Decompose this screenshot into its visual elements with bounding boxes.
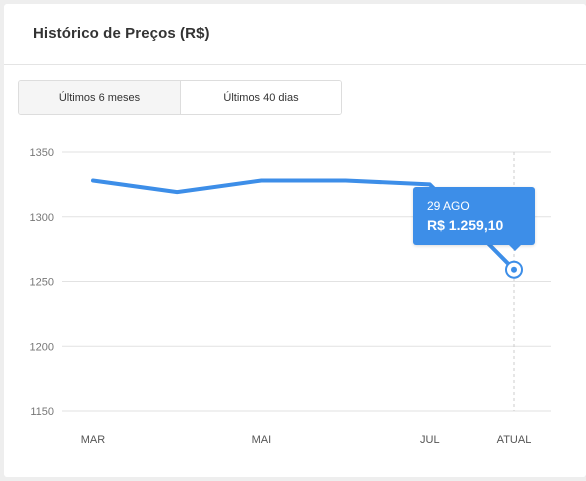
price-tooltip: 29 AGO R$ 1.259,10 (413, 187, 535, 251)
highlight-point-dot (511, 266, 517, 273)
y-tick-label: 1250 (30, 277, 54, 289)
tooltip-price: R$ 1.259,10 (427, 217, 504, 233)
x-tick-label: JUL (420, 434, 440, 446)
x-axis-ticks: MAR MAI JUL ATUAL (81, 434, 532, 446)
y-tick-label: 1300 (30, 212, 54, 224)
tab-last-40-days[interactable]: Últimos 40 dias (181, 81, 341, 114)
card-header: Histórico de Preços (R$) (4, 4, 586, 65)
grid-lines (62, 151, 551, 412)
y-tick-label: 1150 (30, 406, 54, 418)
highlight-marker[interactable] (505, 260, 523, 279)
period-tabs: Últimos 6 meses Últimos 40 dias (18, 80, 342, 115)
y-tick-label: 1200 (30, 341, 54, 353)
x-tick-label: MAR (81, 434, 106, 446)
x-tick-label: ATUAL (497, 434, 532, 446)
y-tick-label: 1350 (30, 147, 54, 159)
card-title: Histórico de Preços (R$) (33, 25, 210, 42)
x-tick-label: MAI (252, 434, 272, 446)
tab-last-6-months[interactable]: Últimos 6 meses (19, 81, 181, 114)
tooltip-date: 29 AGO (427, 199, 470, 213)
y-axis-ticks: 1150 1200 1250 1300 1350 (30, 147, 54, 418)
